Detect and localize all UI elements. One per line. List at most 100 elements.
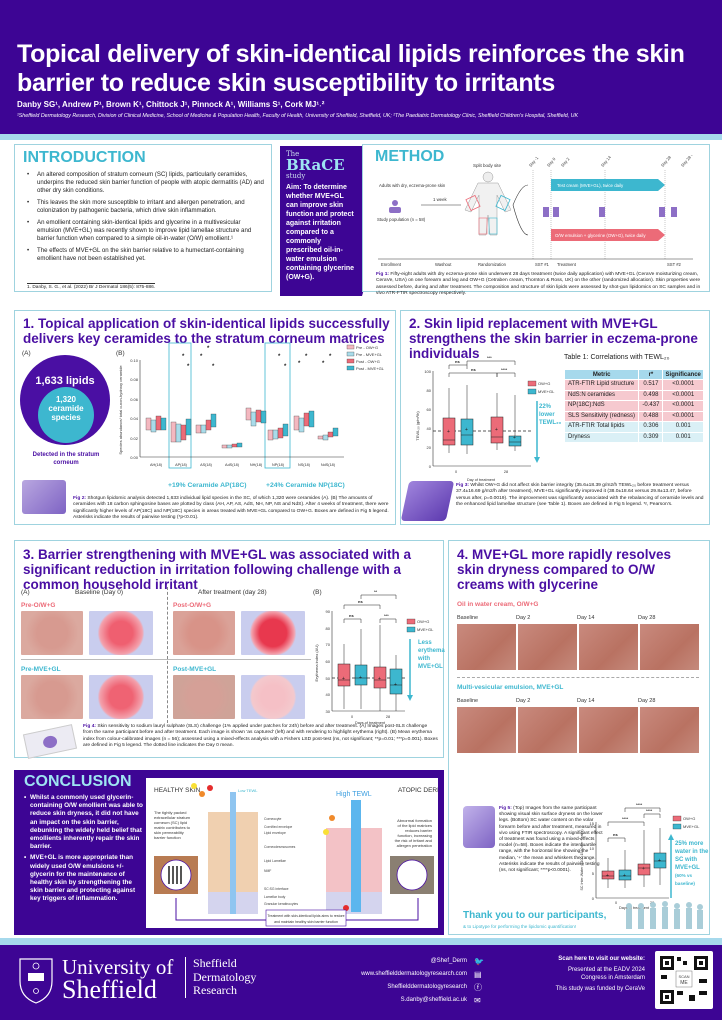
arm-mve-label: Test cream (MVE+GL), twice daily — [557, 183, 624, 188]
table-row: SLS Sensitivity (redness) 0.488 <0.0001 — [563, 410, 704, 422]
highlight-np — [264, 342, 291, 469]
list-item: An altered composition of stratum corneu… — [27, 171, 265, 196]
skin-dryness-image — [640, 707, 699, 753]
svg-text:The tightly packed: The tightly packed — [154, 810, 186, 815]
fig2b-xlabels: AH(18) AP(18) AS(18) AdS(18) NH(18) NP(18) … — [150, 463, 336, 467]
svg-text:0.08: 0.08 — [130, 377, 139, 382]
svg-text:Erythema index (AU): Erythema index (AU) — [314, 644, 319, 682]
svg-text:NdS(18): NdS(18) — [321, 463, 336, 467]
skin-image — [173, 611, 235, 655]
svg-text:corneum (SC) lipid: corneum (SC) lipid — [154, 820, 187, 825]
twitter-handle[interactable]: @Shef_Derm — [430, 958, 467, 964]
introduction-heading: INTRODUCTION — [23, 149, 146, 166]
svg-text:+: + — [606, 873, 609, 879]
svg-text:****: **** — [646, 808, 653, 813]
ceramides-count: 1,320 ceramide species — [48, 395, 84, 422]
svg-text:reduces barrier: reduces barrier — [405, 828, 433, 833]
email-link[interactable]: S.danby@sheffield.ac.uk — [400, 997, 467, 1003]
timepoint-label: Day 14 — [577, 698, 595, 704]
skin-image — [21, 611, 83, 655]
lipids-count: 1,633 lipids — [35, 375, 95, 387]
svg-text:ns: ns — [613, 832, 618, 837]
svg-text:AP(18): AP(18) — [175, 463, 188, 467]
fig5-box-chart: 0 5 10 15 SC Inter-Water (2100:1540 cm⁻¹ ra… — [580, 802, 700, 910]
introduction-list: An altered composition of stratum corneu… — [27, 171, 265, 267]
svg-text:*: * — [278, 354, 281, 360]
svg-text:Treatment with skin-identical: Treatment with skin-identical lipids aim… — [267, 914, 344, 918]
fig2b-legend: Pre - OW+G Pre - MVE+GL Post - OW+G Post… — [346, 344, 385, 371]
svg-text:50: 50 — [326, 676, 331, 681]
svg-text:+: + — [642, 866, 645, 872]
facebook-link[interactable]: Sheffielddermatologyresearch — [387, 984, 467, 990]
correlation-table: Metric r* Significance ATR-FTIR Lipid stru… — [563, 369, 704, 443]
svg-text:5: 5 — [592, 871, 595, 876]
svg-text:+: + — [447, 429, 450, 435]
table-row: NP(18C):NdS -0.437 <0.0001 — [563, 400, 704, 412]
svg-text:Day 14: Day 14 — [600, 155, 612, 168]
svg-text:0.00: 0.00 — [130, 455, 139, 460]
ftir-device-image — [463, 806, 495, 848]
svg-text:Corneodesmosomes: Corneodesmosomes — [264, 845, 296, 849]
svg-text:28: 28 — [386, 715, 390, 719]
university-name-line2: Sheffield — [62, 975, 157, 1004]
svg-text:Lipid envelope: Lipid envelope — [264, 831, 286, 835]
svg-text:Lamellar body: Lamellar body — [264, 895, 286, 899]
svg-text:OW+G: OW+G — [417, 619, 429, 624]
section4-heading: 4. MVE+GL more rapidly resolves skin dry… — [457, 547, 671, 592]
svg-text:100: 100 — [424, 369, 431, 374]
conclusion-panel: CONCLUSION Whilst a commonly used glycer… — [14, 770, 463, 935]
affiliations: ¹Sheffield Dermatology Research, Divisio… — [17, 113, 578, 119]
svg-text:10: 10 — [590, 846, 595, 851]
washout-label: 1 week — [433, 197, 447, 202]
svg-text:Cornified envelope: Cornified envelope — [264, 825, 292, 829]
svg-text:ns: ns — [455, 359, 460, 364]
table-title: Table 1: Correlations with TEWL₂₀ — [564, 354, 670, 361]
svg-text:15: 15 — [590, 821, 595, 826]
arm-ow-bar — [551, 229, 665, 241]
tewl-annotation: 22% lower TEWL₂₀ — [539, 404, 562, 426]
svg-text:Lipid Lamellae: Lipid Lamellae — [264, 859, 286, 863]
np-increase-note: +24% Ceramide NP(18C) — [266, 482, 345, 489]
skin-dryness-image — [518, 707, 577, 753]
erythema-image — [89, 675, 153, 719]
svg-text:****: **** — [636, 802, 643, 807]
website-link[interactable]: www.sheffielddermatologyresearch.com — [361, 971, 467, 977]
timepoint-label: Day 28 — [638, 698, 656, 704]
skin-dryness-image — [579, 707, 638, 753]
fig4-caption: Fig 4: Skin sensitivity to sodium lauryl… — [83, 724, 438, 748]
erythema-annotation: Less erythema with MVE+GL — [418, 640, 445, 670]
svg-text:OW+G: OW+G — [538, 381, 550, 386]
highlight-ap — [168, 342, 192, 469]
svg-text:barrier function: barrier function — [154, 835, 181, 840]
divider — [21, 659, 311, 660]
table-row: ATR-FTIR Lipid structure 0.517 <0.0001 — [563, 379, 704, 391]
skin-dryness-image — [457, 707, 516, 753]
qr-code[interactable]: SCAN ME — [655, 951, 713, 1009]
svg-text:30: 30 — [326, 709, 331, 714]
randomization-arrow — [512, 184, 529, 236]
svg-text:Species abundance/ total α-non: Species abundance/ total α-non-hydroxy c… — [118, 365, 123, 455]
svg-text:Days of treatment: Days of treatment — [355, 721, 386, 725]
facebook-icon: ⓕ — [474, 983, 482, 992]
svg-text:70: 70 — [326, 642, 331, 647]
skin-dryness-image — [457, 624, 516, 670]
method-timeline-diagram: Split body site Adults with dry, eczema-… — [377, 155, 696, 267]
ap-increase-note: +19% Ceramide AP(18C) — [168, 482, 247, 489]
list-item: Whilst a commonly used glycerin-containi… — [24, 794, 144, 851]
table-row: Dryness 0.309 0.001 — [563, 431, 704, 443]
day-labels: Day -1 Day 0 Day 2 Day 14 Day 28 Day 28 … — [528, 155, 696, 168]
section1-panel: 1. Topical application of skin-identical… — [14, 310, 396, 525]
svg-text:OW+G: OW+G — [683, 816, 695, 821]
fig3-box-chart: 0 20 40 60 80 100 TEWL₂₀ (g/m²/h) + + + + 0 28 Da… — [415, 355, 555, 482]
svg-text:function, increasing: function, increasing — [398, 833, 432, 838]
header-divider — [0, 134, 722, 140]
svg-text:AS(18): AS(18) — [200, 463, 213, 467]
svg-text:60: 60 — [326, 659, 331, 664]
svg-text:*: * — [322, 361, 325, 367]
svg-text:+: + — [342, 676, 345, 682]
sdr-logo-text: Sheffield Dermatology Research — [185, 956, 256, 998]
svg-text:Low TEWL: Low TEWL — [238, 788, 258, 793]
svg-text:NS(18): NS(18) — [298, 463, 311, 467]
svg-text:AdS(18): AdS(18) — [225, 463, 240, 467]
svg-text:+: + — [465, 427, 468, 433]
